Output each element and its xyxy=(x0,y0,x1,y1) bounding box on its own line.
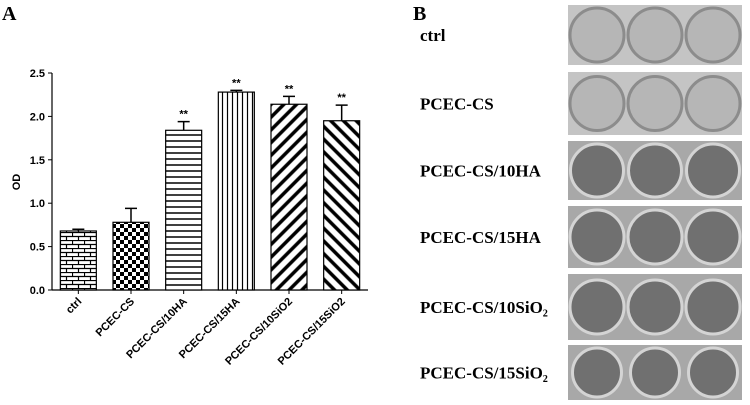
y-axis-label: OD xyxy=(11,174,23,191)
bar xyxy=(323,120,361,291)
sample-label: PCEC-CS/10HA xyxy=(420,162,542,181)
well xyxy=(626,6,684,64)
well xyxy=(684,6,742,64)
significance-label: ** xyxy=(232,77,241,89)
sample-label: PCEC-CS xyxy=(420,95,494,114)
x-tick-label: ctrl xyxy=(64,296,85,317)
error-bar xyxy=(72,228,85,231)
bar xyxy=(165,129,203,291)
well xyxy=(626,278,684,336)
y-tick-label: 0.0 xyxy=(30,285,45,297)
sample-label: PCEC-CS/15HA xyxy=(420,228,542,247)
y-tick-label: 2.5 xyxy=(30,68,45,80)
well xyxy=(684,278,742,336)
error-bar xyxy=(125,207,137,223)
well xyxy=(627,142,683,199)
error-bar xyxy=(283,95,295,105)
well xyxy=(568,208,626,266)
bar xyxy=(112,221,150,291)
well xyxy=(568,6,626,64)
bar xyxy=(217,91,255,291)
sample-label: PCEC-CS/15SiO₂ xyxy=(420,364,548,383)
well xyxy=(626,75,684,132)
bar xyxy=(270,103,308,291)
significance-label: ** xyxy=(337,92,346,104)
bar xyxy=(59,230,97,291)
well xyxy=(571,346,623,399)
panel-label: A xyxy=(2,3,17,25)
y-tick-label: 1.5 xyxy=(30,155,45,167)
well xyxy=(569,142,625,199)
error-bar xyxy=(177,120,190,131)
significance-label: ** xyxy=(285,83,294,95)
well xyxy=(568,278,626,336)
y-tick-label: 0.5 xyxy=(30,242,45,254)
significance-label: ** xyxy=(179,109,188,121)
well xyxy=(629,346,681,399)
y-tick-label: 2.0 xyxy=(30,111,45,123)
well xyxy=(626,208,684,266)
sample-label: ctrl xyxy=(420,26,446,45)
sample-label: PCEC-CS/10SiO₂ xyxy=(420,298,548,317)
panel-label: B xyxy=(413,3,426,25)
well xyxy=(687,346,739,399)
error-bar xyxy=(230,89,243,93)
well xyxy=(568,75,626,132)
x-tick-label: PCEC-CS xyxy=(94,296,137,339)
well xyxy=(684,208,742,266)
well xyxy=(684,75,742,132)
y-tick-label: 1.0 xyxy=(30,198,45,210)
error-bar xyxy=(335,104,348,121)
well xyxy=(685,142,741,199)
